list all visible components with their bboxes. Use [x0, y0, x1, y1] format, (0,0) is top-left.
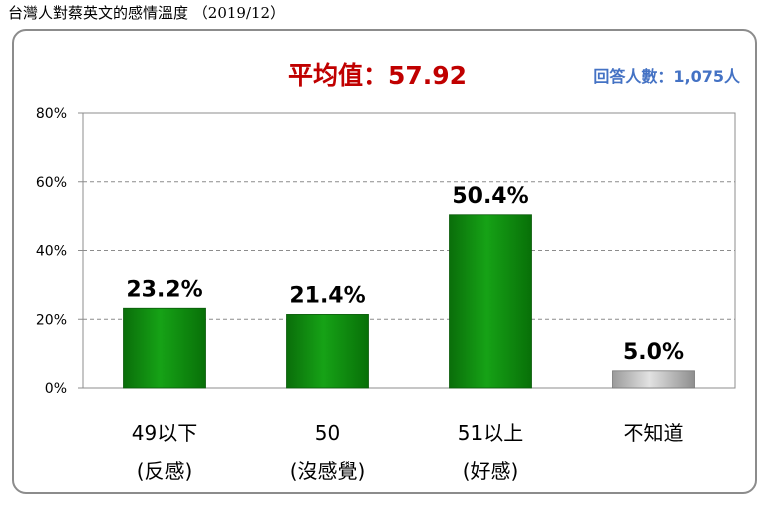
chart-frame — [12, 29, 757, 494]
bar — [123, 307, 206, 389]
chart-title: 台灣人對蔡英文的感情溫度 （2019/12） — [8, 4, 286, 22]
average-label: 平均值：57.92 — [288, 61, 468, 90]
y-tick-label: 20% — [36, 312, 67, 328]
data-label: 50.4% — [452, 184, 528, 209]
bar — [449, 214, 532, 389]
category-label: 不知道 — [624, 421, 684, 445]
category-label: 51以上 — [458, 421, 523, 445]
data-label: 21.4% — [289, 283, 365, 308]
respondents-label: 回答人數：1,075人 — [593, 67, 740, 86]
bar — [612, 370, 695, 389]
category-label: 50 — [315, 421, 340, 445]
category-sublabel: (好感) — [463, 459, 519, 483]
y-tick-label: 0% — [45, 381, 67, 397]
y-tick-label: 60% — [36, 175, 67, 191]
y-tick-label: 40% — [36, 244, 67, 260]
category-label: 49以下 — [132, 421, 197, 445]
data-label: 5.0% — [623, 340, 684, 365]
y-tick-label: 80% — [36, 106, 67, 122]
data-label: 23.2% — [126, 277, 202, 302]
category-sublabel: (沒感覺) — [290, 459, 366, 483]
bar — [286, 314, 369, 389]
category-sublabel: (反感) — [137, 459, 193, 483]
